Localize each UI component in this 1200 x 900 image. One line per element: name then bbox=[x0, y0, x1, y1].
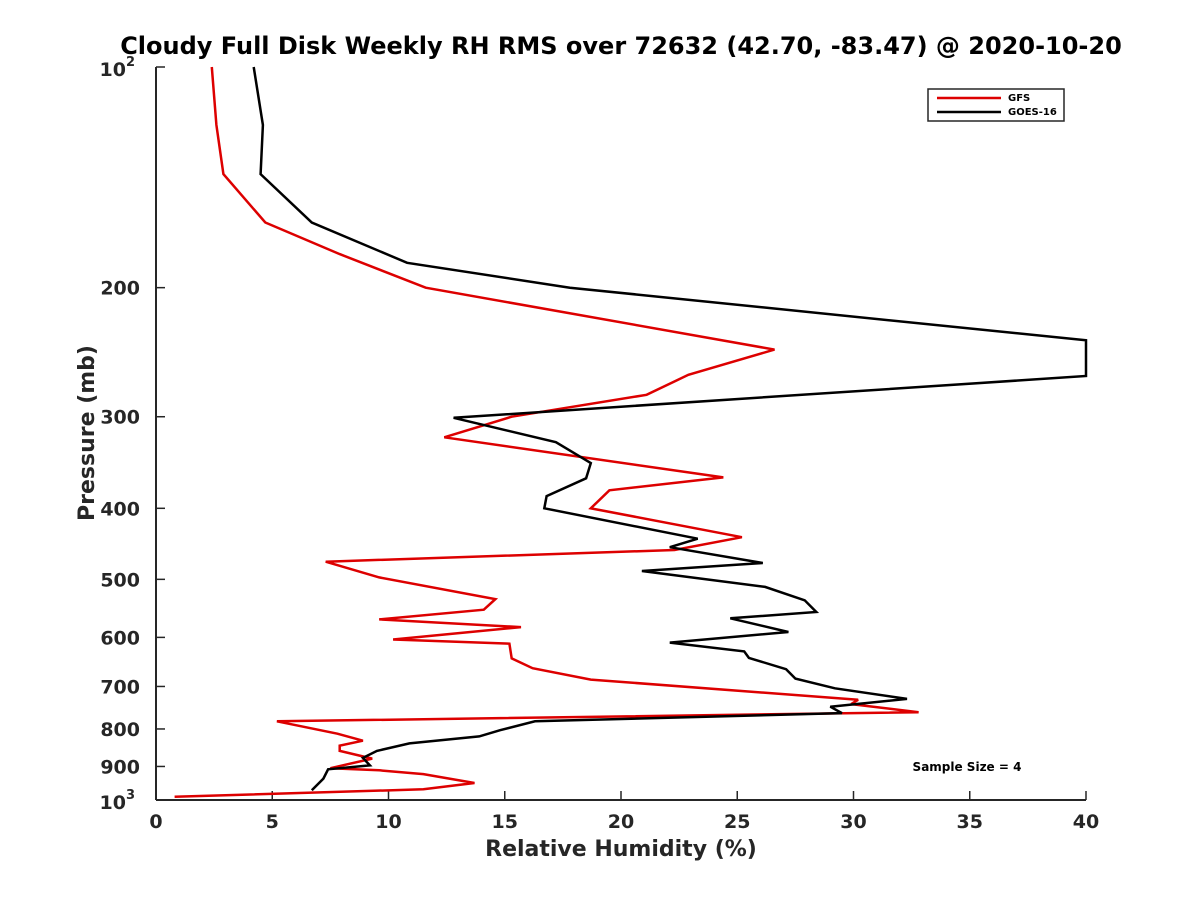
y-tick-label: 900 bbox=[100, 756, 140, 778]
series-lines bbox=[174, 66, 1088, 799]
x-axis-ticks: 0 5 10 15 20 25 30 35 40 bbox=[149, 791, 1099, 833]
legend-label-goes16: GOES-16 bbox=[1008, 107, 1057, 118]
legend-box bbox=[927, 88, 1065, 122]
x-tick-label: 5 bbox=[266, 811, 279, 833]
legend-label-gfs: GFS bbox=[1008, 93, 1030, 104]
y-tick-exponent: 3 bbox=[126, 788, 135, 803]
x-tick-label: 40 bbox=[1073, 811, 1099, 833]
x-tick-label: 10 bbox=[375, 811, 401, 833]
y-tick-label: 10 bbox=[100, 59, 126, 81]
y-tick-exponent: 2 bbox=[126, 55, 135, 70]
x-tick-label: 20 bbox=[608, 811, 634, 833]
y-tick-label: 400 bbox=[100, 498, 140, 520]
y-tick-label: 600 bbox=[100, 627, 140, 649]
series-line-gfs bbox=[174, 66, 919, 799]
series-line-goes16 bbox=[252, 66, 1088, 792]
y-tick-label: 300 bbox=[100, 407, 140, 429]
y-axis-label: Pressure (mb) bbox=[75, 345, 100, 521]
legend: GFS GOES-16 bbox=[927, 88, 1065, 122]
x-tick-label: 0 bbox=[149, 811, 162, 833]
y-tick-label: 700 bbox=[100, 676, 140, 698]
x-axis-label: Relative Humidity (%) bbox=[485, 837, 757, 862]
y-tick-label: 10 bbox=[100, 792, 126, 814]
y-tick-label: 200 bbox=[100, 278, 140, 300]
x-tick-label: 35 bbox=[957, 811, 983, 833]
y-tick-label: 800 bbox=[100, 719, 140, 741]
sample-size-annotation: Sample Size = 4 bbox=[913, 760, 1022, 774]
chart-title: Cloudy Full Disk Weekly RH RMS over 7263… bbox=[120, 32, 1122, 60]
plot-area bbox=[155, 67, 1086, 801]
y-tick-label: 500 bbox=[100, 569, 140, 591]
x-tick-label: 30 bbox=[840, 811, 866, 833]
x-tick-label: 25 bbox=[724, 811, 750, 833]
x-tick-label: 15 bbox=[492, 811, 518, 833]
